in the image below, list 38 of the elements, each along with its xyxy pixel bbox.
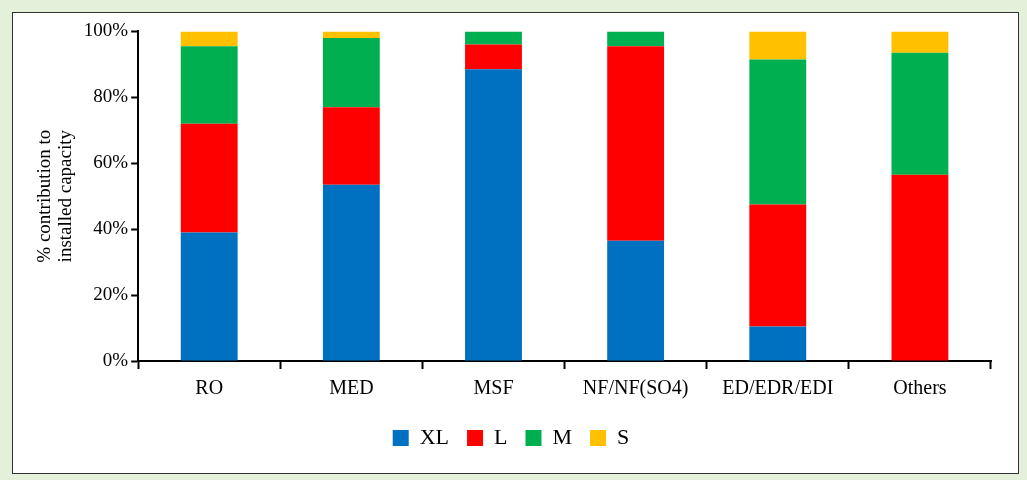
bar — [322, 184, 380, 361]
bar — [322, 37, 380, 108]
bar — [607, 240, 665, 361]
x-tick-label: MSF — [473, 376, 514, 399]
x-tick-label: Others — [893, 376, 947, 399]
legend-label: M — [552, 423, 573, 449]
y-tick-label: 100% — [83, 19, 129, 41]
y-tick-label: 0% — [102, 348, 129, 370]
bar — [465, 31, 522, 45]
bar — [607, 31, 665, 47]
bar — [322, 31, 380, 38]
bar — [891, 31, 949, 53]
y-tick-label: 80% — [93, 85, 129, 107]
bar — [180, 123, 238, 233]
y-tick-label: 40% — [93, 217, 129, 239]
bar — [749, 31, 807, 60]
bar — [180, 46, 238, 124]
y-axis-title: % contribution to installed capacity — [33, 129, 76, 263]
y-tick-label: 60% — [93, 151, 129, 173]
bar — [891, 174, 949, 361]
x-tick-label: RO — [195, 376, 224, 399]
bar — [322, 107, 380, 185]
legend-label: L — [494, 423, 508, 449]
bar — [465, 69, 522, 361]
bar — [749, 204, 807, 327]
legend-label: XL — [419, 423, 450, 449]
x-tick-label: MED — [329, 376, 374, 399]
x-tick-label: ED/EDR/EDI — [722, 376, 834, 399]
bar — [180, 232, 238, 361]
bar — [180, 31, 238, 47]
bar — [465, 44, 522, 70]
bar — [749, 326, 807, 361]
y-tick-label: 20% — [93, 283, 129, 305]
x-tick-label: NF/NF(SO4) — [582, 376, 689, 400]
legend-label: S — [617, 423, 630, 449]
bar — [891, 52, 949, 175]
bar — [749, 59, 807, 205]
bar — [607, 46, 665, 241]
